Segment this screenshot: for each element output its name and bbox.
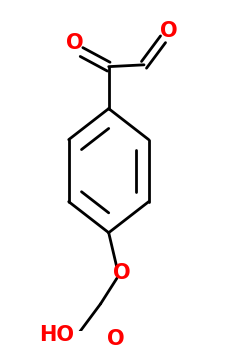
Text: O: O bbox=[114, 263, 131, 283]
Text: O: O bbox=[107, 329, 124, 349]
Text: O: O bbox=[66, 33, 84, 53]
Text: O: O bbox=[160, 21, 178, 41]
Text: HO: HO bbox=[40, 325, 74, 345]
